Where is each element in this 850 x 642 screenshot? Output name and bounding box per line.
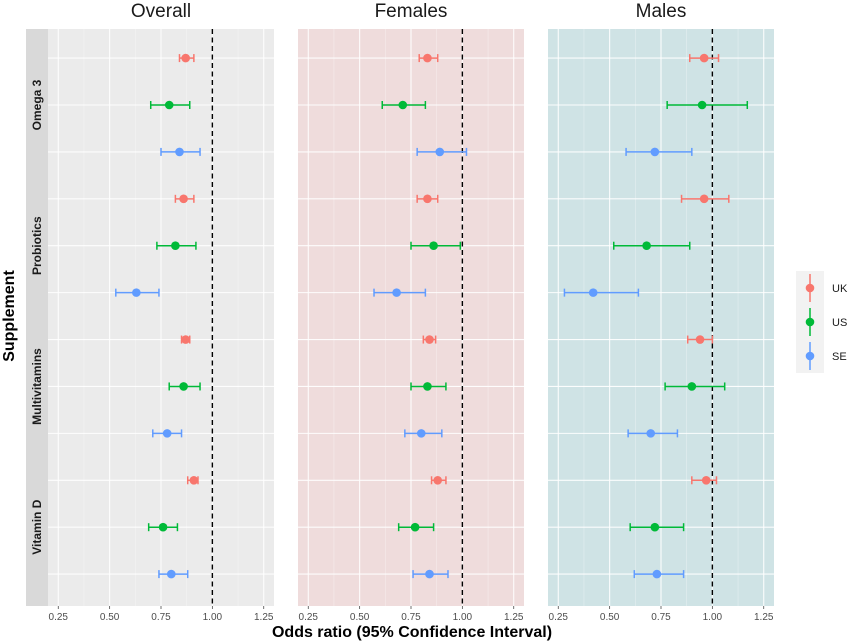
x-tick-label: 1.25: [754, 612, 774, 623]
x-tick-label: 0.50: [600, 612, 620, 623]
strip-labels-layer: Omega 3 Probiotics Multivitamins Vitamin D: [26, 29, 48, 606]
strip-background: [26, 29, 48, 606]
point-males-multivitamins-us: [687, 382, 697, 391]
point-females-probiotics-se: [392, 288, 401, 297]
point-overall-probiotics-uk: [179, 194, 188, 204]
point-females-vitamin-d-us: [410, 522, 420, 532]
x-tick-label: 1.00: [203, 612, 223, 623]
x-tick-label: 0.50: [350, 612, 370, 623]
x-axis-title: Odds ratio (95% Confidence Interval): [272, 624, 552, 641]
x-tick-label: 0.75: [151, 612, 171, 623]
point-overall-vitamin-d-se: [166, 569, 176, 579]
point-females-omega-3-us: [398, 100, 408, 110]
x-tick-label: 1.00: [453, 612, 473, 623]
point-females-multivitamins-uk: [425, 335, 434, 344]
strip-label-multivitamins: Multivitamins: [30, 348, 44, 425]
point-overall-vitamin-d-us: [158, 522, 168, 532]
point-females-probiotics-us: [429, 241, 438, 251]
data-layer: [115, 29, 749, 606]
strip-label-probiotics: Probiotics: [30, 216, 44, 275]
point-overall-probiotics-us: [171, 241, 180, 251]
point-males-omega-3-us: [697, 100, 707, 110]
point-overall-multivitamins-us: [179, 382, 188, 391]
point-males-vitamin-d-us: [650, 522, 660, 532]
strip-label-vitamin-d: Vitamin D: [30, 499, 44, 554]
point-males-omega-3-uk: [699, 53, 709, 63]
point-overall-vitamin-d-uk: [189, 475, 199, 485]
x-tick-label: 0.25: [549, 612, 569, 623]
legend-key-point-uk: [805, 283, 815, 293]
point-females-probiotics-uk: [423, 194, 432, 204]
x-tick-label: 1.25: [254, 612, 274, 623]
point-males-multivitamins-se: [646, 429, 656, 438]
point-females-vitamin-d-se: [425, 569, 434, 579]
x-tick-label: 0.50: [100, 612, 120, 623]
point-overall-omega-3-se: [175, 147, 184, 157]
point-overall-multivitamins-uk: [181, 335, 190, 344]
x-tick-label: 1.25: [504, 612, 524, 623]
panel-title-overall: Overall: [131, 1, 191, 22]
strip-label-omega-3: Omega 3: [30, 79, 44, 130]
panel-title-females: Females: [375, 1, 448, 22]
x-tick-label: 0.75: [651, 612, 671, 623]
x-tick-label: 1.00: [703, 612, 723, 623]
point-females-vitamin-d-uk: [433, 475, 443, 485]
point-females-omega-3-uk: [423, 53, 432, 63]
x-tick-label: 0.25: [49, 612, 69, 623]
point-females-multivitamins-se: [416, 429, 426, 438]
point-overall-multivitamins-se: [162, 429, 172, 438]
point-females-multivitamins-us: [423, 382, 432, 391]
point-males-probiotics-us: [642, 241, 651, 251]
legend-key-point-us: [805, 317, 815, 327]
panel-title-males: Males: [636, 1, 687, 22]
point-overall-omega-3-us: [164, 100, 174, 110]
x-tick-label: 0.75: [401, 612, 421, 623]
legend: UK US SE: [793, 271, 850, 373]
legend-label-us: US: [832, 317, 847, 329]
point-males-omega-3-se: [650, 147, 660, 157]
point-females-omega-3-se: [435, 147, 445, 157]
point-males-vitamin-d-se: [652, 569, 662, 579]
x-tick-label: 0.25: [299, 612, 319, 623]
point-overall-omega-3-uk: [181, 53, 190, 63]
legend-label-uk: UK: [832, 283, 848, 295]
point-males-vitamin-d-uk: [701, 475, 711, 485]
legend-label-se: SE: [832, 351, 847, 363]
point-males-multivitamins-uk: [695, 335, 705, 344]
y-axis-title: Supplement: [1, 270, 18, 362]
point-overall-probiotics-se: [132, 288, 141, 297]
point-males-probiotics-se: [588, 288, 598, 297]
legend-key-point-se: [805, 351, 815, 361]
point-males-probiotics-uk: [699, 194, 709, 204]
panels-layer: 0.25 0.50 0.75 1.00 1.25 Overall 0.25 0.50 0.75 1…: [48, 1, 774, 623]
